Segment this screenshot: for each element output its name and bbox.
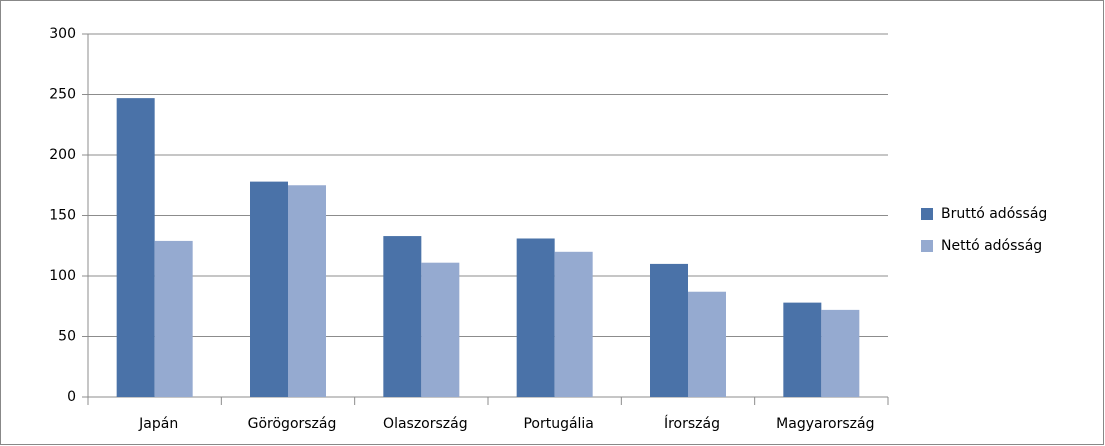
bar <box>421 262 460 397</box>
y-tick-label: 300 <box>49 26 76 42</box>
bar <box>688 291 726 397</box>
bar <box>516 238 555 397</box>
x-tick-label: Magyarország <box>776 416 874 432</box>
y-tick-label: 100 <box>49 268 76 284</box>
bar <box>783 302 822 397</box>
bar <box>383 236 422 397</box>
bar <box>250 181 288 397</box>
legend-label: Bruttó adósság <box>941 206 1047 222</box>
bar <box>650 263 688 397</box>
x-tick-label: Írország <box>664 415 720 432</box>
bar <box>554 251 593 397</box>
x-tick-label: Japán <box>138 416 178 432</box>
y-tick-label: 150 <box>49 208 76 224</box>
x-tick-label: Görögország <box>248 416 337 432</box>
y-tick-label: 250 <box>49 87 76 103</box>
legend-label: Nettó adósság <box>941 238 1042 254</box>
y-tick-label: 0 <box>67 389 76 405</box>
x-tick-label: Portugália <box>523 416 593 432</box>
y-tick-label: 50 <box>58 329 76 345</box>
bar <box>821 309 860 397</box>
bar <box>288 185 326 397</box>
bar <box>116 98 155 397</box>
x-tick-label: Olaszország <box>383 416 468 432</box>
y-tick-label: 200 <box>49 147 76 163</box>
legend-swatch <box>921 240 933 252</box>
bar <box>154 240 193 397</box>
legend-swatch <box>921 208 933 220</box>
